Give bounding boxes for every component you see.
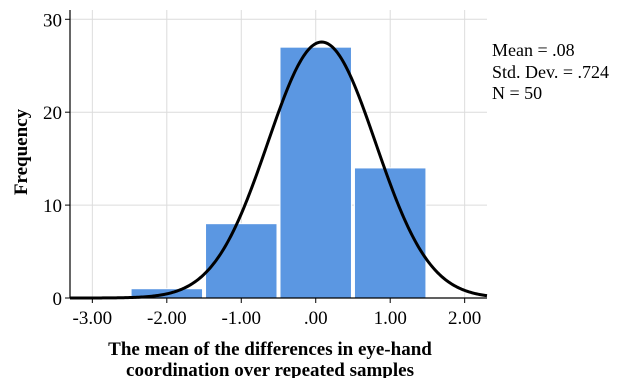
normal-curve-line xyxy=(69,40,488,300)
histogram-bar-2 xyxy=(279,46,352,299)
histogram-bars xyxy=(130,46,427,299)
x-tick-label-4: 1.00 xyxy=(374,308,407,329)
stats-std-dev: Std. Dev. = .724 xyxy=(492,62,609,82)
y-tick-label-1: 10 xyxy=(43,196,62,217)
x-tick-label-2: -1.00 xyxy=(221,308,261,329)
x-tick-label-0: -3.00 xyxy=(73,308,113,329)
x-tick-label-5: 2.00 xyxy=(448,308,481,329)
axes xyxy=(65,10,487,303)
y-tick-label-3: 30 xyxy=(43,10,62,31)
stats-mean: Mean = .08 xyxy=(492,40,575,60)
stats-n: N = 50 xyxy=(492,83,542,103)
normal-curve xyxy=(69,40,488,300)
x-tick-label-1: -2.00 xyxy=(147,308,187,329)
x-axis-label-line-1: The mean of the differences in eye-hand xyxy=(108,339,432,360)
y-axis-label: Frequency xyxy=(11,108,32,195)
x-axis-label-line-2: coordination over repeated samples xyxy=(126,360,414,378)
stats-box: Mean = .08 Std. Dev. = .724 N = 50 xyxy=(492,40,609,103)
y-tick-label-2: 20 xyxy=(43,103,62,124)
y-tick-labels: 0 10 20 30 xyxy=(43,10,62,310)
x-tick-label-3: .00 xyxy=(304,308,328,329)
x-tick-labels: -3.00 -2.00 -1.00 .00 1.00 2.00 xyxy=(73,308,482,329)
y-tick-label-0: 0 xyxy=(53,289,63,310)
